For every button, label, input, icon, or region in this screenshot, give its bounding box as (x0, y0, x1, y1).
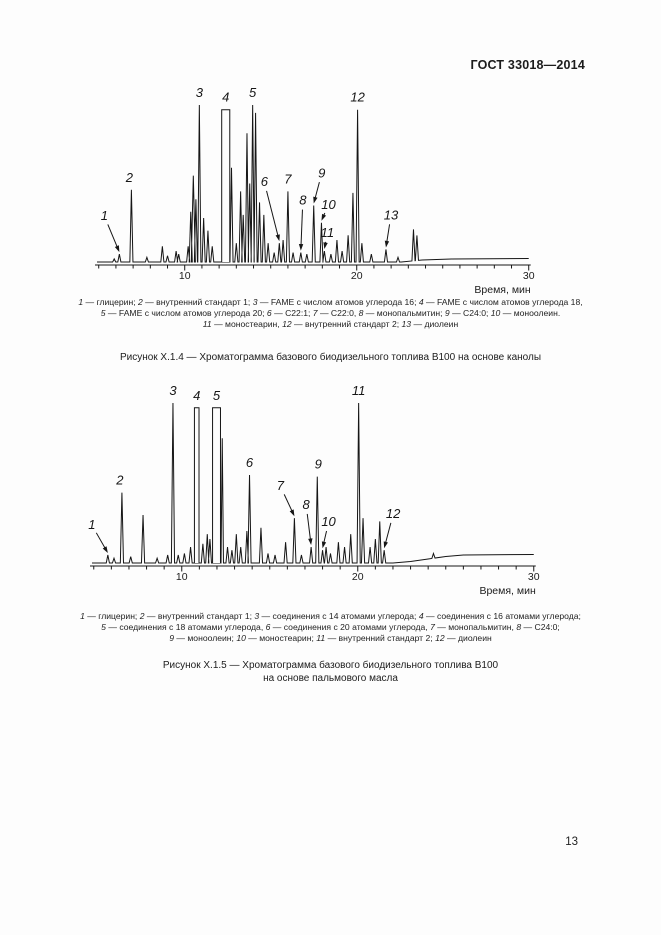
peak-arrowhead (114, 245, 120, 253)
peak-arrowhead (321, 541, 327, 549)
x-tick-label: 20 (351, 270, 363, 282)
peak-arrowhead (313, 196, 318, 204)
peak-arrowhead (308, 538, 313, 545)
figure-x14-caption: Рисунок Х.1.4 — Хроматограмма базового б… (30, 351, 631, 364)
peak-label: 3 (169, 383, 177, 398)
clipped-peak (221, 109, 231, 262)
caption-line: Рисунок Х.1.5 — Хроматограмма базового б… (162, 660, 499, 671)
legend-line: 11 — моностеарин, 12 — внутренний станда… (202, 319, 459, 329)
clipped-peak (212, 407, 221, 563)
peak-label: 11 (352, 383, 366, 398)
peak-arrowhead (289, 509, 295, 517)
legend-line: 1 — глицерин; 2 — внутренний стандарт 1;… (80, 611, 581, 621)
peak-arrow (266, 190, 279, 238)
peak-label: 1 (101, 208, 108, 223)
peak-arrow (384, 522, 392, 545)
peak-label: 5 (213, 388, 221, 403)
peak-label: 8 (299, 193, 307, 208)
x-axis-title: Время, мин (474, 284, 531, 296)
x-tick-label: 10 (179, 270, 191, 282)
figure-x15-caption: Рисунок Х.1.5 — Хроматограмма базового б… (30, 659, 631, 685)
peak-arrow (107, 224, 119, 249)
peak-label: 5 (249, 85, 257, 100)
peak-arrow (283, 494, 294, 513)
x-tick-label: 30 (528, 571, 540, 583)
peak-label: 9 (318, 165, 325, 180)
peak-arrowhead (275, 234, 280, 242)
legend-line: 5 — соединения с 18 атомами углерода, 6 … (101, 622, 560, 632)
figure-x15-legend: 1 — глицерин; 2 — внутренний стандарт 1;… (30, 611, 631, 644)
peak-label: 3 (196, 85, 204, 100)
peak-label: 12 (386, 506, 401, 521)
peak-label: 4 (222, 90, 229, 105)
legend-line: 1 — глицерин; 2 — внутренний стандарт 1;… (78, 297, 583, 307)
peak-label: 11 (321, 225, 335, 240)
chromatogram-trace (97, 104, 529, 263)
caption-line: на основе пальмового масла (263, 673, 398, 684)
peak-arrowhead (384, 240, 390, 248)
x-tick-label: 20 (352, 571, 364, 583)
page-number: 13 (565, 836, 578, 848)
legend-line: 9 — моноолеин; 10 — моностеарин; 11 — вн… (169, 633, 492, 643)
peak-label: 7 (277, 478, 285, 493)
peak-label: 10 (321, 197, 336, 212)
peak-label: 1 (88, 517, 95, 532)
peak-arrow (300, 209, 303, 247)
peak-arrow (306, 513, 312, 542)
peak-label: 8 (303, 497, 311, 512)
peak-label: 2 (125, 170, 134, 185)
peak-arrowhead (383, 541, 388, 549)
clipped-peak (193, 407, 200, 563)
peak-label: 2 (115, 473, 124, 488)
caption-line: Рисунок Х.1.4 — Хроматограмма базового б… (119, 352, 542, 363)
peak-arrow (314, 182, 320, 200)
x-tick-label: 30 (523, 270, 535, 282)
peak-arrowhead (298, 243, 304, 251)
peak-label: 13 (384, 207, 399, 222)
peak-arrowhead (321, 213, 327, 221)
peak-arrow (386, 224, 391, 244)
peak-label: 9 (315, 457, 322, 472)
x-tick-label: 10 (176, 571, 188, 583)
x-axis-title: Время, мин (479, 585, 536, 597)
peak-arrow (95, 532, 107, 550)
peak-arrowhead (323, 242, 328, 250)
peak-label: 6 (261, 174, 269, 189)
peak-label: 4 (193, 388, 200, 403)
document-header: ГОСТ 33018—2014 (470, 58, 585, 72)
x-axis: 10 20 30 Время, мин (90, 565, 540, 597)
peak-arrowhead (102, 546, 108, 553)
figure-x14-legend: 1 — глицерин; 2 — внутренний стандарт 1;… (30, 297, 631, 330)
legend-line: 5 — FAME с числом атомов углерода 20; 6 … (100, 308, 561, 318)
chromatogram-trace (92, 402, 534, 564)
peak-label: 6 (246, 455, 254, 470)
peak-label: 10 (321, 514, 336, 529)
x-axis: 10 20 30 Время, мин (95, 264, 535, 296)
peak-label: 7 (284, 171, 292, 186)
peak-label: 12 (350, 90, 365, 105)
